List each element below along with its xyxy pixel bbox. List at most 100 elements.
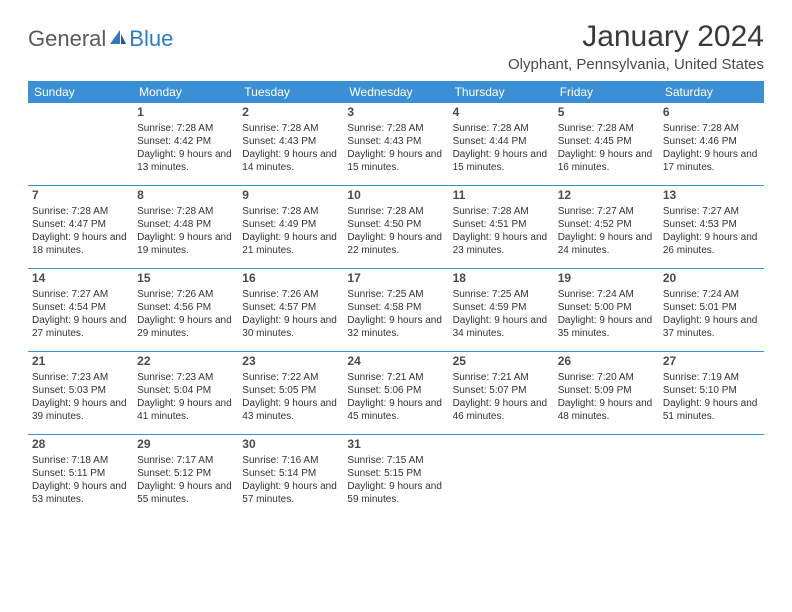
day-number: 18 [453, 271, 550, 287]
day-cell: 12Sunrise: 7:27 AMSunset: 4:52 PMDayligh… [554, 186, 659, 268]
day-number: 2 [242, 105, 339, 121]
day-number: 25 [453, 354, 550, 370]
daylight-text: Daylight: 9 hours and 46 minutes. [453, 397, 550, 423]
day-cell: 14Sunrise: 7:27 AMSunset: 4:54 PMDayligh… [28, 269, 133, 351]
day-cell: 17Sunrise: 7:25 AMSunset: 4:58 PMDayligh… [343, 269, 448, 351]
week-row: 1Sunrise: 7:28 AMSunset: 4:42 PMDaylight… [28, 103, 764, 186]
daylight-text: Daylight: 9 hours and 26 minutes. [663, 231, 760, 257]
sunset-text: Sunset: 4:46 PM [663, 135, 760, 148]
daylight-text: Daylight: 9 hours and 51 minutes. [663, 397, 760, 423]
day-number: 4 [453, 105, 550, 121]
dow-cell: Tuesday [238, 81, 343, 103]
day-cell: 19Sunrise: 7:24 AMSunset: 5:00 PMDayligh… [554, 269, 659, 351]
day-cell: 31Sunrise: 7:15 AMSunset: 5:15 PMDayligh… [343, 435, 448, 517]
day-number: 7 [32, 188, 129, 204]
sunset-text: Sunset: 5:10 PM [663, 384, 760, 397]
day-cell: 20Sunrise: 7:24 AMSunset: 5:01 PMDayligh… [659, 269, 764, 351]
daylight-text: Daylight: 9 hours and 35 minutes. [558, 314, 655, 340]
day-number: 31 [347, 437, 444, 453]
day-number: 13 [663, 188, 760, 204]
sunset-text: Sunset: 4:42 PM [137, 135, 234, 148]
sunrise-text: Sunrise: 7:16 AM [242, 454, 339, 467]
sunset-text: Sunset: 5:01 PM [663, 301, 760, 314]
sunset-text: Sunset: 4:49 PM [242, 218, 339, 231]
daylight-text: Daylight: 9 hours and 27 minutes. [32, 314, 129, 340]
day-number: 14 [32, 271, 129, 287]
sunset-text: Sunset: 5:09 PM [558, 384, 655, 397]
day-cell [659, 435, 764, 517]
day-cell: 3Sunrise: 7:28 AMSunset: 4:43 PMDaylight… [343, 103, 448, 185]
sunrise-text: Sunrise: 7:27 AM [32, 288, 129, 301]
location: Olyphant, Pennsylvania, United States [508, 56, 764, 73]
day-cell [449, 435, 554, 517]
sunrise-text: Sunrise: 7:28 AM [242, 122, 339, 135]
day-cell: 18Sunrise: 7:25 AMSunset: 4:59 PMDayligh… [449, 269, 554, 351]
sunset-text: Sunset: 4:51 PM [453, 218, 550, 231]
day-number: 20 [663, 271, 760, 287]
header: GeneralBlue January 2024 Olyphant, Penns… [28, 20, 764, 73]
sunrise-text: Sunrise: 7:24 AM [558, 288, 655, 301]
sunset-text: Sunset: 4:47 PM [32, 218, 129, 231]
sunset-text: Sunset: 4:48 PM [137, 218, 234, 231]
sunrise-text: Sunrise: 7:21 AM [347, 371, 444, 384]
day-number: 8 [137, 188, 234, 204]
daylight-text: Daylight: 9 hours and 30 minutes. [242, 314, 339, 340]
daylight-text: Daylight: 9 hours and 48 minutes. [558, 397, 655, 423]
logo: GeneralBlue [28, 26, 173, 52]
day-cell: 2Sunrise: 7:28 AMSunset: 4:43 PMDaylight… [238, 103, 343, 185]
day-of-week-header: SundayMondayTuesdayWednesdayThursdayFrid… [28, 81, 764, 103]
daylight-text: Daylight: 9 hours and 57 minutes. [242, 480, 339, 506]
daylight-text: Daylight: 9 hours and 59 minutes. [347, 480, 444, 506]
sunset-text: Sunset: 4:57 PM [242, 301, 339, 314]
logo-text-blue: Blue [129, 26, 173, 52]
sunset-text: Sunset: 4:54 PM [32, 301, 129, 314]
sail-icon [108, 26, 128, 52]
sunset-text: Sunset: 4:56 PM [137, 301, 234, 314]
week-row: 14Sunrise: 7:27 AMSunset: 4:54 PMDayligh… [28, 269, 764, 352]
sunset-text: Sunset: 5:06 PM [347, 384, 444, 397]
sunrise-text: Sunrise: 7:28 AM [32, 205, 129, 218]
sunrise-text: Sunrise: 7:28 AM [663, 122, 760, 135]
day-number: 28 [32, 437, 129, 453]
sunrise-text: Sunrise: 7:25 AM [453, 288, 550, 301]
sunrise-text: Sunrise: 7:27 AM [558, 205, 655, 218]
day-cell: 9Sunrise: 7:28 AMSunset: 4:49 PMDaylight… [238, 186, 343, 268]
day-number: 11 [453, 188, 550, 204]
dow-cell: Monday [133, 81, 238, 103]
day-number: 24 [347, 354, 444, 370]
day-number: 10 [347, 188, 444, 204]
sunrise-text: Sunrise: 7:28 AM [347, 122, 444, 135]
sunrise-text: Sunrise: 7:24 AM [663, 288, 760, 301]
day-number: 19 [558, 271, 655, 287]
day-number: 15 [137, 271, 234, 287]
dow-cell: Saturday [659, 81, 764, 103]
sunrise-text: Sunrise: 7:28 AM [453, 122, 550, 135]
day-number: 23 [242, 354, 339, 370]
day-cell: 4Sunrise: 7:28 AMSunset: 4:44 PMDaylight… [449, 103, 554, 185]
day-cell: 30Sunrise: 7:16 AMSunset: 5:14 PMDayligh… [238, 435, 343, 517]
sunset-text: Sunset: 5:14 PM [242, 467, 339, 480]
day-cell [28, 103, 133, 185]
week-row: 21Sunrise: 7:23 AMSunset: 5:03 PMDayligh… [28, 352, 764, 435]
daylight-text: Daylight: 9 hours and 13 minutes. [137, 148, 234, 174]
sunrise-text: Sunrise: 7:19 AM [663, 371, 760, 384]
day-cell: 15Sunrise: 7:26 AMSunset: 4:56 PMDayligh… [133, 269, 238, 351]
dow-cell: Friday [554, 81, 659, 103]
sunrise-text: Sunrise: 7:28 AM [347, 205, 444, 218]
day-number: 27 [663, 354, 760, 370]
week-row: 28Sunrise: 7:18 AMSunset: 5:11 PMDayligh… [28, 435, 764, 517]
day-cell: 21Sunrise: 7:23 AMSunset: 5:03 PMDayligh… [28, 352, 133, 434]
day-number: 21 [32, 354, 129, 370]
day-number: 3 [347, 105, 444, 121]
day-cell: 13Sunrise: 7:27 AMSunset: 4:53 PMDayligh… [659, 186, 764, 268]
day-number: 6 [663, 105, 760, 121]
sunset-text: Sunset: 5:00 PM [558, 301, 655, 314]
sunrise-text: Sunrise: 7:28 AM [137, 122, 234, 135]
sunset-text: Sunset: 4:44 PM [453, 135, 550, 148]
sunset-text: Sunset: 4:50 PM [347, 218, 444, 231]
day-cell: 8Sunrise: 7:28 AMSunset: 4:48 PMDaylight… [133, 186, 238, 268]
dow-cell: Sunday [28, 81, 133, 103]
daylight-text: Daylight: 9 hours and 55 minutes. [137, 480, 234, 506]
sunset-text: Sunset: 5:03 PM [32, 384, 129, 397]
sunset-text: Sunset: 5:15 PM [347, 467, 444, 480]
